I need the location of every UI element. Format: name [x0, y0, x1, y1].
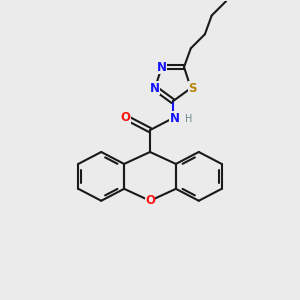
Text: O: O [120, 111, 130, 124]
Text: N: N [170, 112, 180, 124]
Text: H: H [185, 114, 193, 124]
Text: N: N [150, 82, 160, 95]
Text: O: O [145, 194, 155, 207]
Text: S: S [189, 82, 197, 95]
Text: N: N [157, 61, 167, 74]
